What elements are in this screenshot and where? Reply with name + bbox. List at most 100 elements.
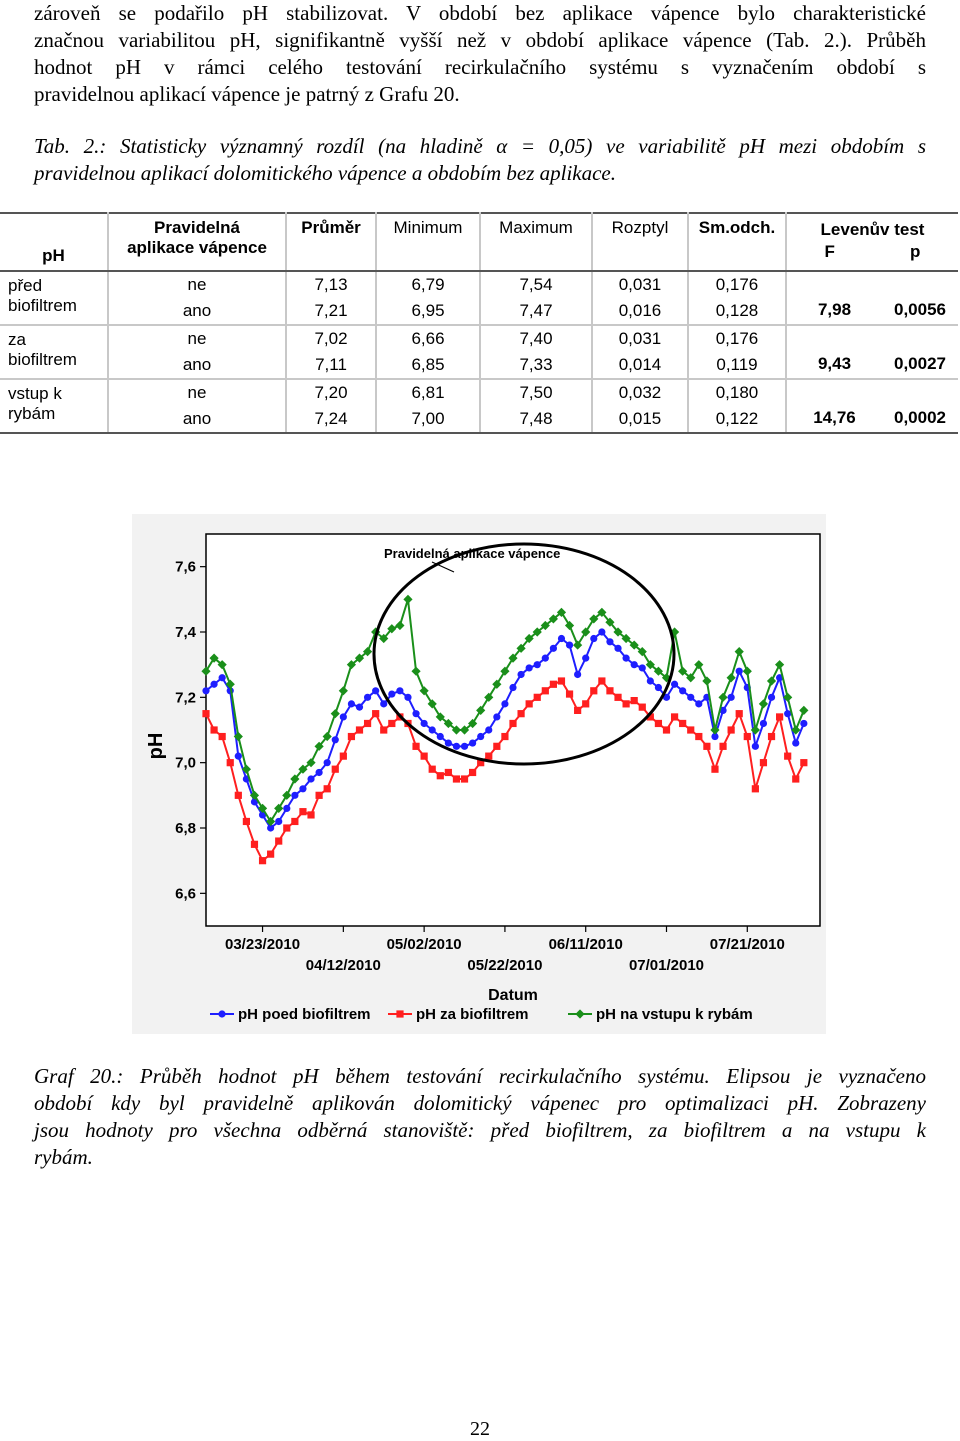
data-point [533, 661, 541, 669]
data-point [331, 736, 339, 744]
legend: pH poed biofiltrem pH za biofiltrem pH na … [210, 1006, 753, 1023]
cell-maximum: 7,40 [479, 324, 592, 352]
stats-table-container: pH Pravidelná aplikace vápence Průměr Mi… [0, 212, 960, 434]
annotation-pointer [431, 561, 455, 573]
data-point [452, 775, 461, 783]
data-point [380, 726, 388, 734]
data-point [210, 726, 218, 734]
data-point [477, 759, 485, 767]
data-point [354, 653, 365, 663]
data-point [315, 768, 323, 777]
data-point [751, 785, 759, 793]
stats-table: pH Pravidelná aplikace vápence Průměr Mi… [0, 212, 958, 434]
group-label-line: vstup k [8, 384, 62, 403]
data-point [299, 808, 307, 816]
series-layer [201, 594, 809, 865]
cell-minimum: 7,00 [375, 406, 480, 434]
col-header-aplikace: Pravidelná aplikace vápence [107, 213, 286, 272]
ph-line-chart: 7,6 7,4 7,2 7,0 6,8 6,6 03/23/2010 05/02/2010 06… [145, 533, 821, 1023]
data-point [493, 713, 501, 721]
data-point [565, 690, 574, 698]
data-point [460, 742, 469, 750]
data-point [565, 641, 574, 649]
group-label-line: za [8, 330, 26, 349]
table-row: před biofiltrem ne 7,13 6,79 7,54 0,031 … [0, 271, 958, 325]
data-point [372, 687, 380, 695]
data-point [784, 710, 792, 718]
col-header-f: F [824, 242, 835, 261]
data-point [218, 732, 226, 741]
data-point [267, 850, 275, 858]
data-point [291, 817, 299, 826]
col-header-levene: Levenův test F p [785, 213, 958, 272]
data-point [548, 614, 558, 624]
data-point [767, 693, 776, 701]
data-point [428, 765, 436, 773]
series-2 [202, 677, 808, 865]
series-3 [201, 594, 809, 827]
x-tick-label: 03/23/2010 [225, 936, 300, 953]
data-point [759, 759, 768, 767]
data-point [233, 731, 243, 742]
data-point [792, 775, 800, 783]
data-point [477, 732, 485, 741]
data-point [339, 713, 347, 721]
data-point [791, 725, 801, 735]
x-axis-label: Datum [488, 987, 538, 1004]
data-point [687, 693, 695, 701]
col-header-smodch: Sm.odch. [687, 213, 786, 272]
col-header-minimum: Minimum [375, 213, 480, 272]
data-point [363, 719, 372, 728]
data-point [670, 713, 679, 721]
cell-levene-f: 14,76 [785, 378, 882, 434]
x-tick-label: 05/02/2010 [387, 936, 462, 953]
data-point [242, 817, 250, 826]
data-point [630, 697, 638, 705]
application-period-ellipse [372, 542, 676, 766]
data-point [766, 676, 777, 686]
data-point [307, 775, 315, 783]
cell-smodch: 0,119 [687, 352, 786, 379]
data-point [703, 742, 711, 750]
cell-levene-p: 0,0002 [882, 378, 958, 434]
col-header-rozptyl: Rozptyl [591, 213, 688, 272]
data-point [564, 620, 575, 631]
data-point [638, 664, 646, 672]
x-tick-label: 07/01/2010 [629, 957, 704, 974]
data-point [800, 719, 808, 728]
data-point [275, 817, 283, 826]
data-point [711, 765, 719, 773]
data-point [646, 713, 654, 721]
table-row: vstup k rybám ne 7,20 6,81 7,50 0,032 0,… [0, 378, 958, 434]
data-point [307, 811, 315, 819]
data-point [557, 677, 566, 685]
data-point [347, 700, 356, 708]
data-point [727, 726, 735, 734]
cell-rozptyl: 0,016 [591, 298, 688, 325]
legend-swatch-marker [396, 1010, 404, 1018]
data-point [428, 726, 436, 734]
data-point [614, 644, 622, 652]
data-point [347, 732, 356, 741]
data-point [678, 666, 688, 676]
data-point [209, 653, 219, 663]
data-point [638, 703, 646, 711]
data-point [323, 759, 331, 767]
data-point [387, 624, 397, 634]
intro-paragraph: zároveň se podařilo pH stabilizovat. V o… [34, 0, 926, 108]
data-point [679, 719, 687, 728]
data-point [249, 790, 260, 800]
data-point [726, 673, 736, 683]
data-point [412, 742, 420, 750]
cell-maximum: 7,50 [479, 378, 592, 406]
data-point [485, 752, 493, 760]
data-point [710, 725, 720, 735]
legend-label: pH za biofiltrem [416, 1006, 529, 1023]
data-point [501, 732, 509, 741]
y-tick-label: 7,0 [175, 755, 196, 772]
group-label-line: rybám [8, 404, 56, 423]
data-point [517, 710, 525, 718]
data-point [234, 791, 242, 799]
y-tick-label: 7,2 [175, 689, 196, 706]
data-point [469, 768, 477, 777]
